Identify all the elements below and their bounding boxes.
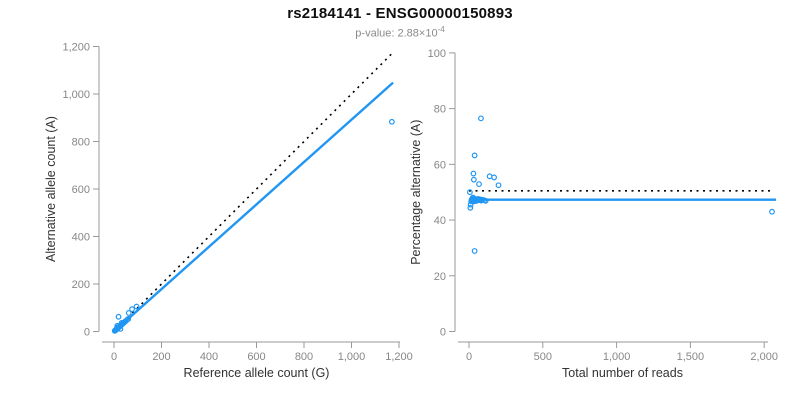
x-tick-label: 1,000: [603, 351, 631, 363]
x-tick-label: 0: [466, 351, 472, 363]
x-tick-label: 500: [534, 351, 552, 363]
data-point: [471, 248, 478, 254]
y-axis-title: Percentage alternative (A): [409, 120, 423, 265]
data-point: [471, 152, 478, 159]
data-point: [125, 316, 132, 322]
x-tick-label: 1,000: [338, 351, 366, 363]
data-point: [466, 189, 473, 196]
fitted-ratio-line: [113, 81, 394, 333]
data-point: [118, 320, 125, 326]
chart-header: rs2184141 - ENSG00000150893 p-value: 2.8…: [0, 5, 800, 41]
data-point: [125, 310, 132, 316]
x-tick-label: 1,200: [385, 351, 413, 363]
x-tick-label: 0: [111, 351, 117, 363]
y-axis-title: Alternative allele count (A): [44, 116, 58, 262]
data-point: [388, 118, 395, 125]
y-tick-label: 80: [434, 104, 446, 116]
y-tick-label: 100: [428, 48, 446, 60]
data-point: [491, 174, 497, 181]
y-tick-label: 1,000: [62, 89, 90, 101]
data-point: [495, 182, 502, 189]
x-tick-label: 400: [200, 351, 218, 363]
y-tick-label: 800: [72, 137, 90, 149]
data-point: [769, 208, 775, 215]
p-value-text: p-value: 2.88×10: [355, 27, 438, 40]
x-tick-label: 1,500: [677, 351, 705, 363]
y-tick-label: 600: [72, 184, 90, 196]
data-point: [133, 303, 140, 310]
y-tick-label: 400: [72, 232, 90, 244]
data-point: [470, 176, 477, 183]
p-value-exponent: -4: [437, 25, 445, 34]
y-tick-label: 1,200: [62, 42, 90, 54]
y-tick-label: 0: [84, 327, 90, 339]
data-point: [117, 325, 124, 332]
y-tick-label: 20: [434, 271, 446, 283]
data-point: [129, 306, 135, 313]
x-tick-label: 800: [295, 351, 313, 363]
y-tick-label: 0: [440, 327, 446, 339]
data-point: [467, 204, 474, 211]
page-title: rs2184141 - ENSG00000150893: [287, 5, 513, 22]
data-point: [115, 313, 122, 320]
data-point: [470, 170, 477, 177]
p-value-subtitle: p-value: 2.88×10-4: [0, 25, 800, 41]
x-tick-label: 200: [152, 351, 170, 363]
y-tick-label: 200: [72, 279, 90, 291]
expected-50pct-line: [113, 53, 392, 333]
x-axis-title: Reference allele count (G): [184, 366, 330, 380]
left-plot: 0 200 400 600 800 1,000 1,200 0 200 400 600 800 1,00…: [44, 42, 413, 381]
x-axis-title: Total number of reads: [562, 366, 683, 380]
y-tick-label: 60: [434, 159, 446, 171]
data-point: [476, 181, 482, 188]
data-point: [124, 316, 130, 323]
data-point: [478, 115, 484, 122]
right-plot: 0 20 40 60 80 100 0 500 1,000 1,500 2,000 Total num…: [409, 48, 778, 380]
data-point: [482, 197, 489, 204]
y-tick-label: 40: [434, 215, 446, 227]
x-tick-label: 600: [247, 351, 265, 363]
x-tick-label: 2,000: [750, 351, 778, 363]
